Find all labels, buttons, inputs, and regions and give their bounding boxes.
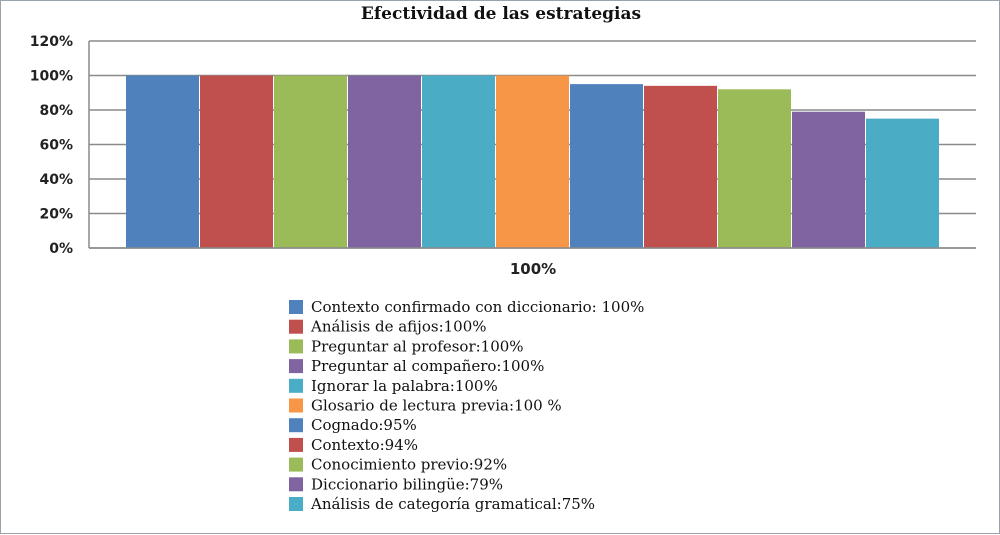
bar bbox=[570, 84, 643, 248]
y-tick-label: 20% bbox=[39, 207, 73, 223]
y-tick-label: 100% bbox=[30, 69, 73, 85]
y-tick-label: 60% bbox=[39, 138, 73, 154]
y-tick-label: 80% bbox=[39, 103, 73, 119]
x-category-label: 100% bbox=[510, 260, 556, 278]
legend-swatch bbox=[289, 319, 303, 334]
legend-swatch bbox=[289, 398, 303, 413]
legend-item: Diccionario bilingüe:79% bbox=[289, 475, 503, 493]
y-tick-label: 120% bbox=[30, 34, 73, 50]
legend-item: Análisis de categoría gramatical:75% bbox=[289, 495, 595, 513]
bar bbox=[866, 118, 939, 248]
x-axis-categories: 100% bbox=[510, 260, 556, 278]
legend-swatch bbox=[289, 497, 303, 511]
legend-item: Conocimiento previo:92% bbox=[289, 456, 507, 474]
bar bbox=[348, 75, 421, 248]
legend-item: Preguntar al profesor:100% bbox=[289, 337, 524, 355]
bars bbox=[126, 75, 939, 248]
legend-label: Glosario de lectura previa:100 % bbox=[311, 397, 562, 415]
legend: Contexto confirmado con diccionario: 100… bbox=[289, 298, 644, 513]
legend-swatch bbox=[289, 378, 303, 393]
bar bbox=[126, 75, 199, 248]
legend-item: Cognado:95% bbox=[289, 416, 417, 434]
legend-item: Contexto:94% bbox=[289, 436, 418, 454]
bar bbox=[274, 75, 347, 248]
y-tick-label: 0% bbox=[49, 241, 73, 257]
bar bbox=[422, 75, 495, 248]
legend-item: Glosario de lectura previa:100 % bbox=[289, 397, 562, 415]
legend-swatch bbox=[289, 359, 303, 374]
legend-label: Contexto:94% bbox=[311, 436, 418, 454]
legend-label: Preguntar al profesor:100% bbox=[311, 337, 524, 355]
y-axis-ticks: 0% 20% 40% 60% 80% 100% 120% bbox=[30, 34, 73, 257]
legend-label: Contexto confirmado con diccionario: 100… bbox=[311, 298, 644, 316]
legend-label: Análisis de afijos:100% bbox=[310, 318, 487, 336]
legend-swatch bbox=[289, 437, 303, 452]
legend-swatch bbox=[289, 457, 303, 472]
legend-label: Ignorar la palabra:100% bbox=[311, 377, 498, 395]
bar bbox=[200, 75, 273, 248]
bar bbox=[792, 111, 865, 248]
legend-label: Conocimiento previo:92% bbox=[311, 456, 507, 474]
legend-swatch bbox=[289, 339, 303, 354]
legend-label: Análisis de categoría gramatical:75% bbox=[310, 495, 595, 513]
legend-item: Contexto confirmado con diccionario: 100… bbox=[289, 298, 644, 316]
bar bbox=[496, 75, 569, 248]
legend-swatch bbox=[289, 418, 303, 433]
legend-item: Ignorar la palabra:100% bbox=[289, 377, 498, 395]
legend-item: Preguntar al compañero:100% bbox=[289, 357, 544, 375]
legend-swatch bbox=[289, 300, 303, 314]
bar bbox=[718, 89, 791, 248]
legend-label: Preguntar al compañero:100% bbox=[311, 357, 544, 375]
legend-swatch bbox=[289, 477, 303, 492]
chart-title: Efectividad de las estrategias bbox=[361, 4, 641, 24]
legend-label: Diccionario bilingüe:79% bbox=[311, 475, 503, 493]
legend-label: Cognado:95% bbox=[311, 416, 417, 434]
y-tick-label: 40% bbox=[39, 172, 73, 188]
legend-item: Análisis de afijos:100% bbox=[289, 318, 487, 336]
axes bbox=[88, 41, 976, 249]
bar bbox=[644, 85, 717, 248]
